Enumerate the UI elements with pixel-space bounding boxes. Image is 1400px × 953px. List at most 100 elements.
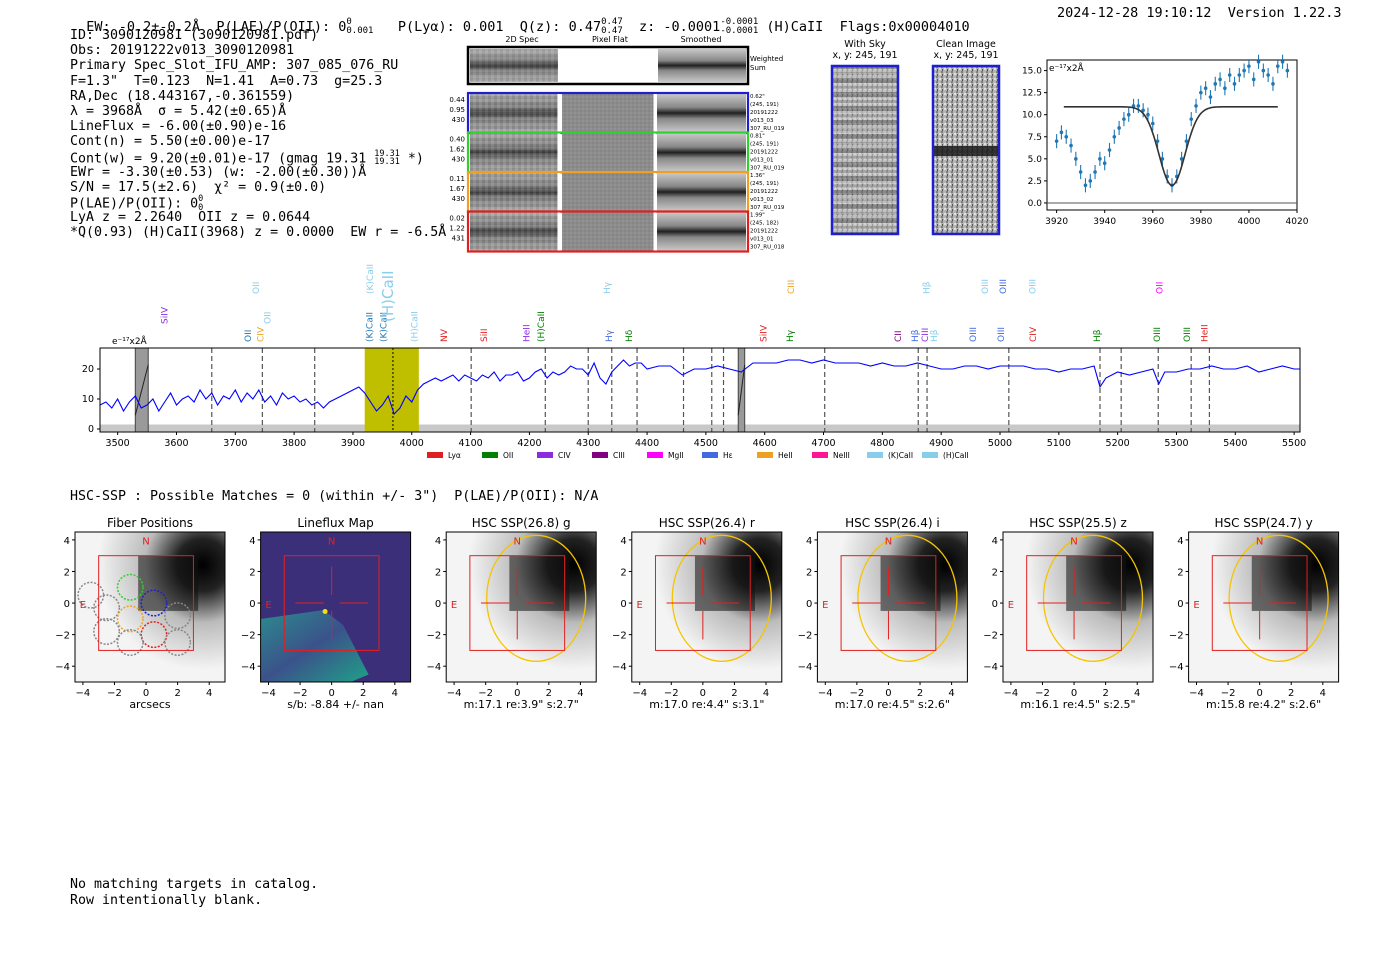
hsc-ytick: −4	[426, 662, 441, 673]
zoom-point	[1199, 90, 1203, 95]
hsc-ytick: 4	[249, 536, 255, 547]
zoom-unit-label: e⁻¹⁷x2Å	[1049, 62, 1085, 74]
cutout-row-meta: 307_RU_019	[750, 205, 785, 211]
cutout-row-stat: 1.22	[449, 225, 465, 233]
plya-value: P(Lyα): 0.001	[397, 19, 504, 35]
spectrum-xtick: 3800	[282, 438, 306, 449]
hsc-ytick: −4	[1169, 662, 1184, 673]
version: Version 1.22.3	[1227, 5, 1342, 21]
zoom-ytick: 10.0	[1022, 111, 1042, 121]
hsc-panel-caption: m:17.1 re:3.9" s:2.7"	[464, 698, 579, 711]
hsc-panel-frame	[1002, 531, 1154, 683]
info-line-gmag: Cont(w) = 9.20(±0.01)e-17 (gmag 19.31 19…	[70, 148, 424, 167]
zoom-plot: e⁻¹⁷x2Å 0.0 2.5 5.0 7.5 10.0 12.5 15.0 3920 3940 3…	[1022, 54, 1309, 227]
zoom-point	[1117, 126, 1121, 130]
cutout-row-meta: (245, 182)	[750, 221, 779, 227]
hsc-panel-frame	[445, 531, 597, 683]
hsc-xtick: 4	[206, 688, 212, 699]
aperture-ellipse	[671, 534, 772, 662]
zoom-point	[1223, 86, 1227, 91]
zoom-point	[1256, 59, 1261, 64]
hsc-panel-title: HSC SSP(25.5) z	[1029, 516, 1127, 530]
cutout-row-meta: v013_02	[750, 197, 774, 203]
aperture-ellipse	[486, 534, 587, 662]
zoom-point	[1126, 112, 1131, 117]
compass-east: E	[822, 600, 828, 611]
hsc-xtick: 4	[763, 688, 769, 699]
header-meta: 2024-12-28 19:10:12 Version 1.22.3	[1057, 5, 1342, 21]
zoom-point	[1112, 134, 1117, 139]
hsc-ytick: −4	[983, 662, 998, 673]
cutout-row-meta: (245, 191)	[750, 102, 779, 108]
zoom-fit-curve	[1063, 106, 1278, 187]
fiber-circle	[77, 581, 105, 609]
line-label: OIII	[999, 279, 1009, 294]
cutout-smooth	[657, 133, 746, 172]
hsc-ytick: −2	[55, 631, 70, 642]
line-label: SiIV	[161, 306, 171, 324]
compass-east: E	[1193, 600, 1199, 611]
legend-label: (K)CaII	[888, 451, 913, 460]
gmag-sup: 19.31	[374, 148, 400, 159]
spectrum-xtick: 5200	[1106, 438, 1130, 449]
hsc-xtick: 0	[514, 688, 520, 699]
hsc-ytick: −2	[1169, 631, 1184, 642]
hsc-xtick: 0	[328, 688, 334, 699]
cutout-row-stat: 0.95	[449, 106, 465, 114]
legend-label: Lyα	[448, 451, 461, 460]
hsc-xtick: 0	[1071, 688, 1077, 699]
cutout-row-meta: 20191222	[750, 189, 778, 195]
hsc-ytick: 0	[992, 599, 998, 610]
hsc-xtick: 2	[1288, 688, 1294, 699]
lineflux-peak	[322, 609, 328, 614]
hsc-panel-title: HSC SSP(26.4) i	[845, 516, 940, 530]
info-line: F=1.3" T=0.123 N=1.41 A=0.73 g=25.3	[70, 73, 383, 89]
plae-sup: 0	[346, 17, 352, 27]
zoom-point	[1261, 68, 1266, 73]
hsc-xtick: −4	[447, 688, 462, 699]
cutout-panel: 2D Spec Pixel Flat Smoothed Weighted Sum…	[449, 35, 785, 253]
zoom-ytick: 2.5	[1028, 177, 1042, 187]
zoom-point	[1227, 73, 1232, 77]
compass-east: E	[637, 600, 643, 611]
cutout-row-meta: (245, 191)	[750, 181, 779, 187]
line-label: Hβ	[1093, 329, 1103, 342]
hsc-panel-frame	[74, 531, 226, 683]
spectrum-xtick: 4500	[694, 438, 718, 449]
line-label: HeII	[1201, 324, 1211, 342]
compass-north: N	[885, 537, 892, 548]
hsc-panel-title: Lineflux Map	[297, 516, 373, 530]
cutout-row-meta: 0.62"	[750, 94, 765, 100]
zoom-point	[1054, 139, 1059, 143]
cutout-row-meta: 307_RU_019	[750, 126, 785, 132]
qz-sup: 0.47	[601, 17, 623, 27]
cutout-row-meta: 0.81"	[750, 134, 765, 140]
legend-swatch	[592, 452, 608, 458]
with-sky-title: With Sky	[844, 39, 886, 50]
zoom-point	[1074, 157, 1078, 161]
hsc-ytick: 0	[620, 599, 626, 610]
line-label: SiII	[480, 328, 490, 342]
plae-value: P(LAE)/P(OII): 0	[216, 19, 347, 35]
zoom-point	[1189, 117, 1194, 121]
hsc-ytick: −4	[798, 662, 813, 673]
hsc-panel-caption: m:17.0 re:4.4" s:3.1"	[649, 698, 764, 711]
hsc-panel: Lineflux Map N E −4 −2 0 2 4 4 2 0 −2 −4 s/b: -8.84 +…	[241, 516, 412, 711]
zoom-xtick: 3980	[1189, 217, 1212, 227]
zoom-point	[1098, 157, 1102, 161]
hsc-panel-frame	[260, 531, 412, 683]
zoom-point	[1088, 179, 1093, 183]
zoom-xtick: 3960	[1141, 217, 1164, 227]
line-label: OIII	[969, 327, 979, 342]
target-box	[1211, 555, 1308, 651]
cutout-row-stat: 430	[452, 156, 465, 164]
zoom-point	[1218, 77, 1222, 82]
cutout-row-meta: 1.36"	[750, 173, 765, 179]
hsc-xtick: −4	[76, 688, 91, 699]
hsc-panel: Fiber Positions N E −4 −2 0 2 4 4 2 0 −2 −4 arcsecs	[55, 516, 226, 711]
zoom-ytick: 12.5	[1022, 89, 1042, 99]
spectrum-xtick: 4300	[576, 438, 600, 449]
